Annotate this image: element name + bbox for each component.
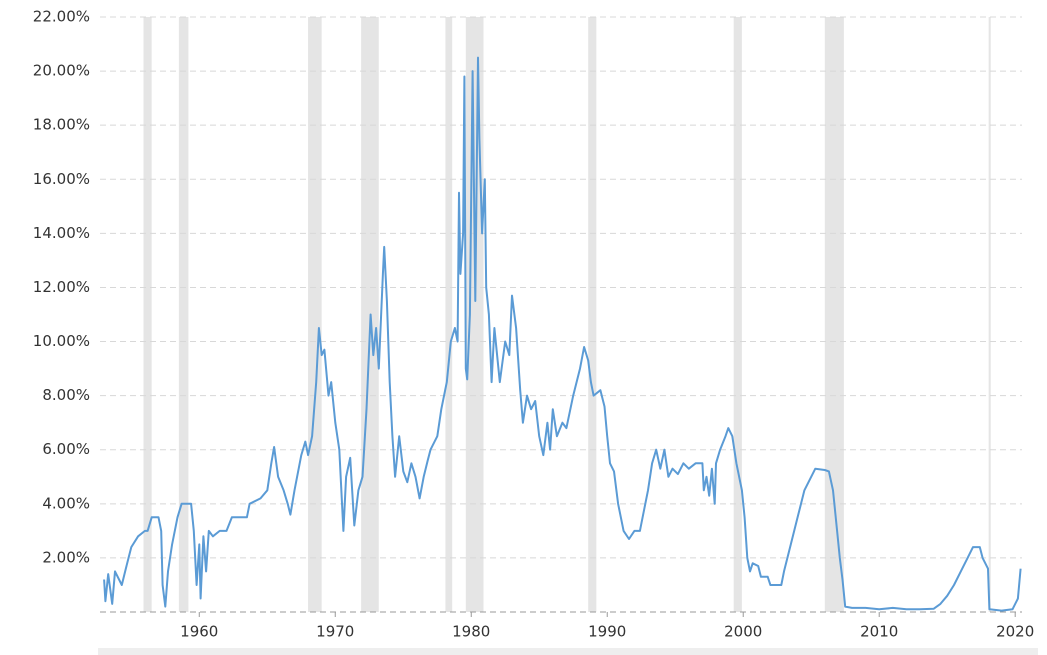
- navigator: [98, 648, 1038, 655]
- rate-line: [103, 56, 1022, 612]
- x-tick-label: 2020: [996, 623, 1034, 641]
- y-tick-label: 8.00%: [42, 386, 90, 404]
- x-tick-label: 2010: [860, 623, 898, 641]
- y-tick-label: 18.00%: [33, 116, 90, 134]
- recession-band: [308, 17, 322, 612]
- recession-band: [143, 17, 152, 612]
- recession-band: [988, 17, 991, 612]
- recession-band: [824, 17, 844, 612]
- recession-band: [588, 17, 597, 612]
- recession-band: [733, 17, 742, 612]
- y-tick-label: 6.00%: [42, 440, 90, 458]
- y-tick-label: 4.00%: [42, 494, 90, 512]
- y-tick-label: 2.00%: [42, 548, 90, 566]
- y-tick-label: 22.00%: [33, 8, 90, 26]
- y-tick-label: 16.00%: [33, 170, 90, 188]
- recession-band: [465, 17, 484, 612]
- y-tick-label: 10.00%: [33, 332, 90, 350]
- x-tick-label: 1960: [180, 623, 218, 641]
- recession-band: [178, 17, 189, 612]
- x-tick-label: 2000: [724, 623, 762, 641]
- recession-band: [445, 17, 453, 612]
- y-tick-label: 12.00%: [33, 278, 90, 296]
- x-tick-label: 1990: [588, 623, 626, 641]
- x-tick-label: 1970: [316, 623, 354, 641]
- x-tick-label: 1980: [452, 623, 490, 641]
- y-tick-label: 20.00%: [33, 62, 90, 80]
- y-tick-label: 14.00%: [33, 224, 90, 242]
